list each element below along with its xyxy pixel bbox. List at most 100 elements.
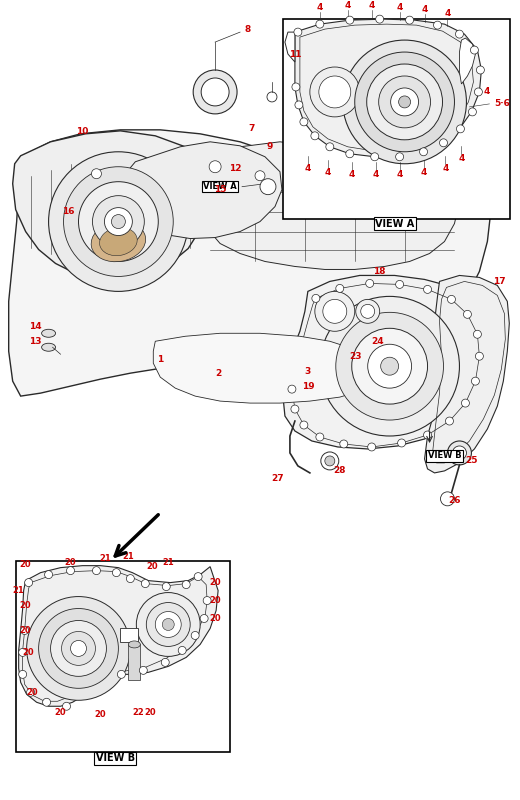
Text: 4: 4 bbox=[345, 1, 351, 10]
Circle shape bbox=[92, 169, 101, 178]
Circle shape bbox=[300, 421, 308, 429]
Circle shape bbox=[448, 441, 472, 465]
Text: 23: 23 bbox=[349, 352, 362, 361]
Circle shape bbox=[38, 609, 119, 688]
Circle shape bbox=[336, 285, 344, 292]
Circle shape bbox=[294, 28, 302, 36]
Text: SUZUKI
MOTORCYCLE
PARTS: SUZUKI MOTORCYCLE PARTS bbox=[112, 248, 408, 374]
Circle shape bbox=[310, 67, 360, 117]
Circle shape bbox=[93, 196, 145, 247]
Circle shape bbox=[112, 569, 121, 577]
Text: 24: 24 bbox=[371, 337, 384, 346]
Text: VIEW B: VIEW B bbox=[427, 451, 461, 461]
Circle shape bbox=[63, 166, 173, 277]
Circle shape bbox=[139, 666, 147, 674]
Circle shape bbox=[93, 566, 100, 574]
Circle shape bbox=[295, 101, 303, 109]
Text: 18: 18 bbox=[373, 267, 386, 276]
Circle shape bbox=[396, 153, 404, 161]
Circle shape bbox=[440, 492, 454, 506]
Circle shape bbox=[200, 614, 208, 622]
Text: 11: 11 bbox=[289, 50, 301, 58]
Circle shape bbox=[361, 304, 375, 318]
Circle shape bbox=[475, 352, 484, 360]
Circle shape bbox=[446, 417, 453, 425]
Circle shape bbox=[288, 385, 296, 393]
Circle shape bbox=[457, 125, 464, 133]
Polygon shape bbox=[460, 38, 475, 84]
Ellipse shape bbox=[42, 343, 56, 351]
Circle shape bbox=[346, 150, 354, 158]
Text: 4: 4 bbox=[420, 168, 427, 178]
Circle shape bbox=[381, 358, 399, 375]
Circle shape bbox=[19, 670, 27, 678]
Text: 4: 4 bbox=[324, 168, 331, 178]
Circle shape bbox=[346, 16, 354, 24]
Circle shape bbox=[434, 21, 441, 29]
Text: 20: 20 bbox=[20, 560, 31, 569]
Bar bbox=[283, 19, 510, 218]
Bar bbox=[121, 629, 138, 642]
Circle shape bbox=[325, 456, 335, 466]
Circle shape bbox=[126, 574, 134, 582]
Text: 4: 4 bbox=[369, 1, 375, 10]
Circle shape bbox=[267, 92, 277, 102]
Circle shape bbox=[439, 139, 448, 146]
Circle shape bbox=[399, 96, 411, 108]
Text: 20: 20 bbox=[210, 578, 221, 587]
Text: 19: 19 bbox=[302, 382, 314, 390]
Text: VIEW A: VIEW A bbox=[375, 218, 414, 229]
Circle shape bbox=[452, 446, 466, 460]
Circle shape bbox=[424, 431, 432, 439]
Polygon shape bbox=[9, 130, 491, 396]
Circle shape bbox=[155, 611, 181, 638]
Text: 20: 20 bbox=[20, 626, 31, 635]
Circle shape bbox=[461, 399, 470, 407]
Circle shape bbox=[71, 641, 86, 656]
Text: 4: 4 bbox=[444, 9, 451, 18]
Circle shape bbox=[472, 377, 479, 385]
Text: 25: 25 bbox=[465, 457, 478, 466]
Circle shape bbox=[136, 593, 200, 656]
Text: 9: 9 bbox=[267, 142, 273, 151]
Text: 20: 20 bbox=[147, 562, 158, 571]
Circle shape bbox=[336, 312, 444, 420]
Circle shape bbox=[368, 344, 412, 388]
Text: VIEW A: VIEW A bbox=[203, 182, 237, 191]
Text: 13: 13 bbox=[29, 337, 42, 346]
Circle shape bbox=[50, 621, 107, 676]
Circle shape bbox=[320, 296, 460, 436]
Text: 20: 20 bbox=[23, 648, 34, 657]
Circle shape bbox=[420, 148, 427, 156]
Circle shape bbox=[379, 76, 431, 128]
Circle shape bbox=[255, 170, 265, 181]
Text: 20: 20 bbox=[27, 688, 38, 697]
Circle shape bbox=[371, 153, 379, 161]
Circle shape bbox=[424, 286, 432, 294]
Circle shape bbox=[474, 88, 483, 96]
Text: 16: 16 bbox=[62, 207, 75, 216]
Circle shape bbox=[316, 433, 324, 441]
Circle shape bbox=[61, 631, 96, 666]
Circle shape bbox=[48, 152, 188, 291]
Circle shape bbox=[391, 88, 419, 116]
Circle shape bbox=[473, 330, 482, 338]
Ellipse shape bbox=[128, 641, 140, 648]
Circle shape bbox=[45, 570, 53, 578]
Text: 27: 27 bbox=[271, 474, 284, 483]
Circle shape bbox=[21, 626, 29, 634]
Ellipse shape bbox=[42, 330, 56, 338]
Text: 15: 15 bbox=[214, 185, 226, 194]
Circle shape bbox=[67, 566, 74, 574]
Text: 21: 21 bbox=[13, 586, 24, 595]
Polygon shape bbox=[424, 275, 509, 473]
Circle shape bbox=[463, 310, 472, 318]
Bar bbox=[128, 645, 140, 680]
Circle shape bbox=[19, 649, 27, 656]
Circle shape bbox=[194, 573, 202, 581]
Text: 4: 4 bbox=[305, 164, 311, 174]
Text: 20: 20 bbox=[64, 558, 76, 567]
Circle shape bbox=[178, 646, 186, 654]
Circle shape bbox=[375, 15, 384, 23]
Circle shape bbox=[352, 328, 427, 404]
